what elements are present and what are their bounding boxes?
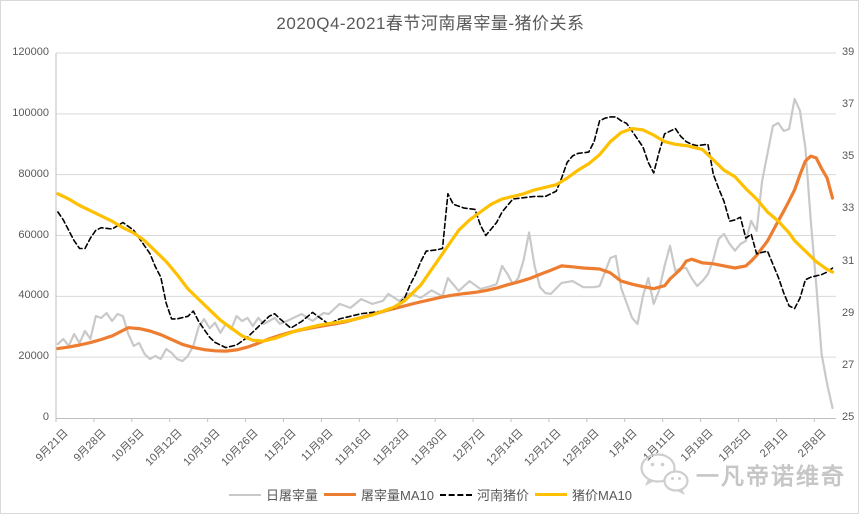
right-axis-tick-label: 39 [842, 46, 855, 58]
left-axis-tick-label: 40000 [18, 289, 49, 302]
series-猪价MA10 [56, 126, 835, 343]
legend-swatch [440, 493, 472, 496]
left-axis-tick-label: 80000 [18, 167, 49, 180]
right-axis-tick-label: 35 [842, 150, 855, 163]
right-axis-tick-label: 33 [842, 202, 855, 215]
legend-swatch [324, 493, 357, 496]
legend-item: 屠宰量MA10 [324, 485, 434, 504]
legend-swatch [535, 493, 568, 496]
left-axis-tick-label: 60000 [18, 228, 49, 241]
left-axis-tick-label: 100000 [12, 106, 49, 119]
legend-item: 河南猪价 [440, 485, 529, 504]
watermark-text: 一凡帝诺维奇 [696, 463, 846, 489]
legend-item: 猪价MA10 [535, 485, 632, 504]
legend-label: 屠宰量MA10 [361, 488, 434, 503]
chart-title: 2020Q4-2021春节河南屠宰量-猪价关系 [276, 14, 585, 33]
legend-label: 日屠宰量 [266, 488, 319, 503]
right-axis-tick-label: 27 [842, 358, 855, 371]
left-axis-tick-label: 0 [42, 411, 49, 423]
right-axis-tick-label: 31 [842, 254, 855, 267]
legend-item: 日屠宰量 [229, 485, 318, 504]
watermark: 一凡帝诺维奇 [638, 451, 846, 497]
right-axis-tick-label: 37 [842, 98, 855, 111]
left-axis-tick-label: 120000 [12, 46, 49, 58]
legend: 日屠宰量 屠宰量MA10 河南猪价 猪价MA10 [1, 485, 858, 504]
right-axis-tick-label: 29 [842, 306, 855, 319]
legend-label: 河南猪价 [477, 488, 530, 503]
series-日屠宰量 [56, 97, 834, 410]
series-河南猪价 [57, 116, 834, 349]
legend-label: 猪价MA10 [572, 488, 632, 503]
left-axis-tick-label: 20000 [18, 350, 49, 363]
right-axis-tick-label: 25 [842, 411, 855, 423]
legend-swatch [229, 493, 262, 496]
wechat-icon [640, 453, 689, 495]
series-屠宰量MA10 [56, 154, 835, 353]
